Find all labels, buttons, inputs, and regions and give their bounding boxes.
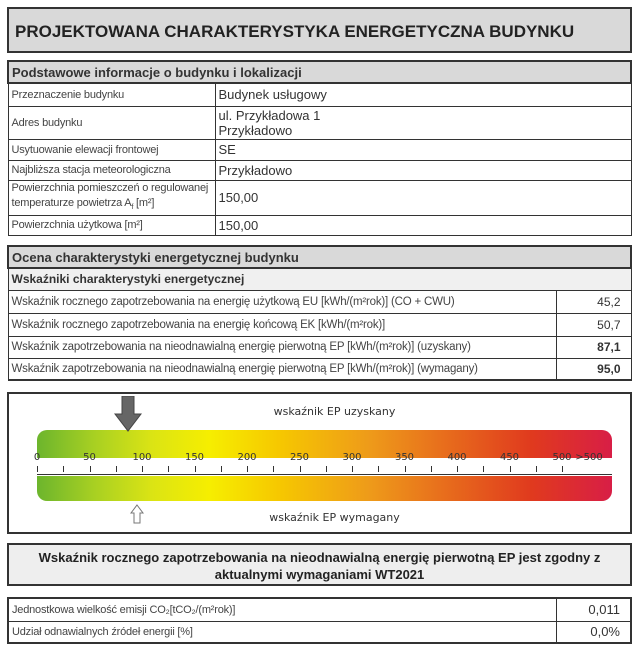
tick-mark [220, 466, 222, 472]
label-ep-required-caption: wskaźnik EP wymagany [269, 511, 400, 524]
tick-mark [325, 466, 327, 472]
label-weather-station: Najbliższa stacja meteorologiczna [7, 159, 216, 181]
compliance-statement: Wskaźnik rocznego zapotrzebowania na nie… [7, 543, 632, 586]
label-address: Adres budynku [7, 105, 216, 140]
tick-mark [299, 466, 301, 472]
page-title: PROJEKTOWANA CHARAKTERYSTYKA ENERGETYCZN… [7, 7, 632, 53]
address-line-1: ul. Przykładowa 1 [218, 107, 321, 123]
emissions-table: Jednostkowa wielkość emisji CO₂[tCO₂/(m²… [7, 597, 632, 644]
assessment-subheader: Wskaźniki charakterystyki energetycznej [7, 267, 632, 291]
tick-label: 0 [33, 452, 41, 463]
label-ep-obtained: Wskaźnik zapotrzebowania na nieodnawialn… [7, 335, 557, 359]
tick-mark [142, 466, 143, 472]
tick-label: 250 [289, 452, 310, 463]
tick-label: >500 [575, 452, 603, 463]
tick-label: 400 [447, 452, 467, 463]
value-eu: 45,2 [555, 289, 632, 314]
arrow-down-icon [114, 396, 143, 432]
label-ek: Wskaźnik rocznego zapotrzebowania na ene… [7, 312, 557, 337]
tick-label: 350 [394, 452, 415, 463]
tick-mark [194, 466, 196, 472]
tick-mark [247, 466, 248, 472]
tick-mark [404, 466, 406, 472]
label-ep-required: Wskaźnik zapotrzebowania na nieodnawialn… [7, 357, 557, 381]
label-orientation: Usytuowanie elewacji frontowej [7, 138, 216, 161]
tick-mark [562, 466, 563, 472]
address-line-2: Przykładowo [218, 122, 293, 138]
value-heated-area: 150,00 [214, 179, 632, 216]
ep-scale-bar-required [37, 476, 612, 501]
ep-scale: wskaźnik EP uzyskany 0 50 100 150 200 250 300 3… [7, 392, 632, 534]
tick-label: 200 [237, 452, 257, 463]
tick-label: 100 [132, 452, 152, 463]
tick-mark [37, 466, 38, 472]
value-address: ul. Przykładowa 1 Przykładowo [214, 105, 632, 140]
tick-mark [273, 466, 275, 472]
tick-mark [509, 466, 511, 472]
compliance-line-2: aktualnymi wymaganiami WT2021 [214, 567, 425, 582]
label-ep-obtained-caption: wskaźnik EP uzyskany [273, 405, 396, 418]
tick-mark [378, 466, 380, 472]
label-renewables: Udział odnawialnych źródeł energii [%] [7, 620, 557, 644]
tick-label: 300 [342, 452, 362, 463]
ep-scale-bar-obtained [37, 430, 612, 458]
value-ep-required: 95,0 [555, 357, 632, 381]
label-co2: Jednostkowa wielkość emisji CO₂[tCO₂/(m²… [7, 597, 557, 622]
basic-info-table: Podstawowe informacje o budynku i lokali… [7, 60, 632, 236]
tick-mark [63, 466, 65, 472]
value-co2: 0,011 [555, 597, 632, 622]
label-purpose: Przeznaczenie budynku [7, 82, 216, 107]
tick-mark [115, 466, 117, 472]
value-orientation: SE [214, 138, 632, 161]
label-usable-area: Powierzchnia użytkowa [m²] [7, 214, 216, 236]
tick-mark [483, 466, 485, 472]
assessment-table: Ocena charakterystyki energetycznej budy… [7, 245, 632, 381]
tick-label: 150 [184, 452, 205, 463]
tick-label: 50 [83, 452, 96, 463]
tick-label: 450 [499, 452, 520, 463]
compliance-line-1: Wskaźnik rocznego zapotrzebowania na nie… [38, 550, 601, 565]
tick-mark [89, 466, 91, 472]
tick-mark [457, 466, 458, 472]
value-renewables: 0,0% [555, 620, 632, 644]
label-eu: Wskaźnik rocznego zapotrzebowania na ene… [7, 289, 557, 314]
value-usable-area: 150,00 [214, 214, 632, 236]
value-weather-station: Przykładowo [214, 159, 632, 181]
tick-mark [168, 466, 170, 472]
scale-axis [37, 474, 612, 475]
assessment-header: Ocena charakterystyki energetycznej budy… [7, 245, 632, 269]
arrow-up-icon [129, 504, 144, 524]
tick-mark [535, 466, 537, 472]
value-purpose: Budynek usługowy [214, 82, 632, 107]
basic-info-header: Podstawowe informacje o budynku i lokali… [7, 60, 632, 84]
tick-label: 500 [552, 452, 572, 463]
tick-mark [430, 466, 432, 472]
tick-mark [352, 466, 353, 472]
value-ek: 50,7 [555, 312, 632, 337]
value-ep-obtained: 87,1 [555, 335, 632, 359]
label-heated-area: Powierzchnia pomieszczeń o regulowanej t… [7, 179, 216, 216]
